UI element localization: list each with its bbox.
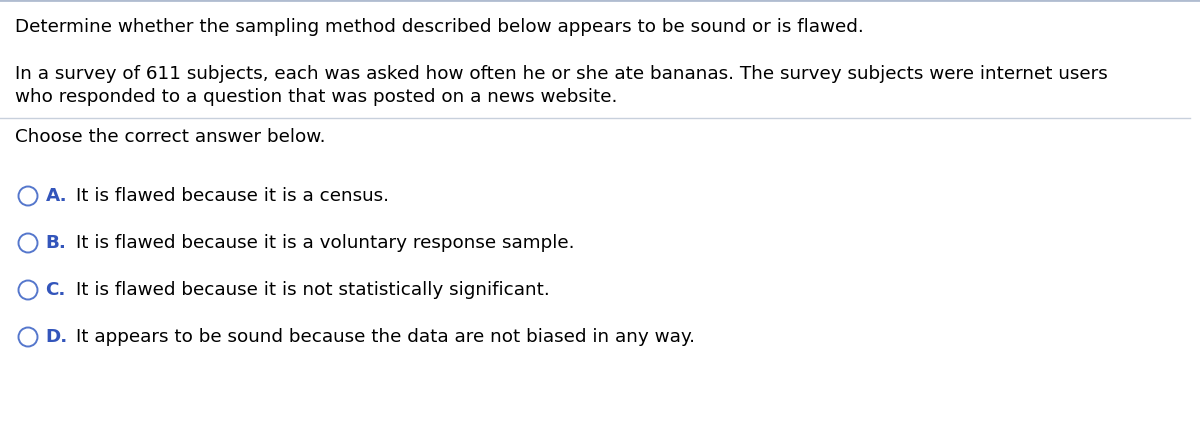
- Text: Choose the correct answer below.: Choose the correct answer below.: [14, 128, 325, 146]
- Text: A.: A.: [46, 187, 67, 205]
- Text: It appears to be sound because the data are not biased in any way.: It appears to be sound because the data …: [76, 328, 695, 346]
- Text: who responded to a question that was posted on a news website.: who responded to a question that was pos…: [14, 88, 617, 106]
- Text: B.: B.: [46, 234, 66, 252]
- Text: C.: C.: [46, 281, 66, 299]
- Text: In a survey of 611 subjects, each was asked how often he or she ate bananas. The: In a survey of 611 subjects, each was as…: [14, 65, 1108, 83]
- Text: It is flawed because it is a voluntary response sample.: It is flawed because it is a voluntary r…: [76, 234, 574, 252]
- Text: It is flawed because it is not statistically significant.: It is flawed because it is not statistic…: [76, 281, 550, 299]
- Text: It is flawed because it is a census.: It is flawed because it is a census.: [76, 187, 389, 205]
- Text: D.: D.: [46, 328, 67, 346]
- Text: Determine whether the sampling method described below appears to be sound or is : Determine whether the sampling method de…: [14, 18, 864, 36]
